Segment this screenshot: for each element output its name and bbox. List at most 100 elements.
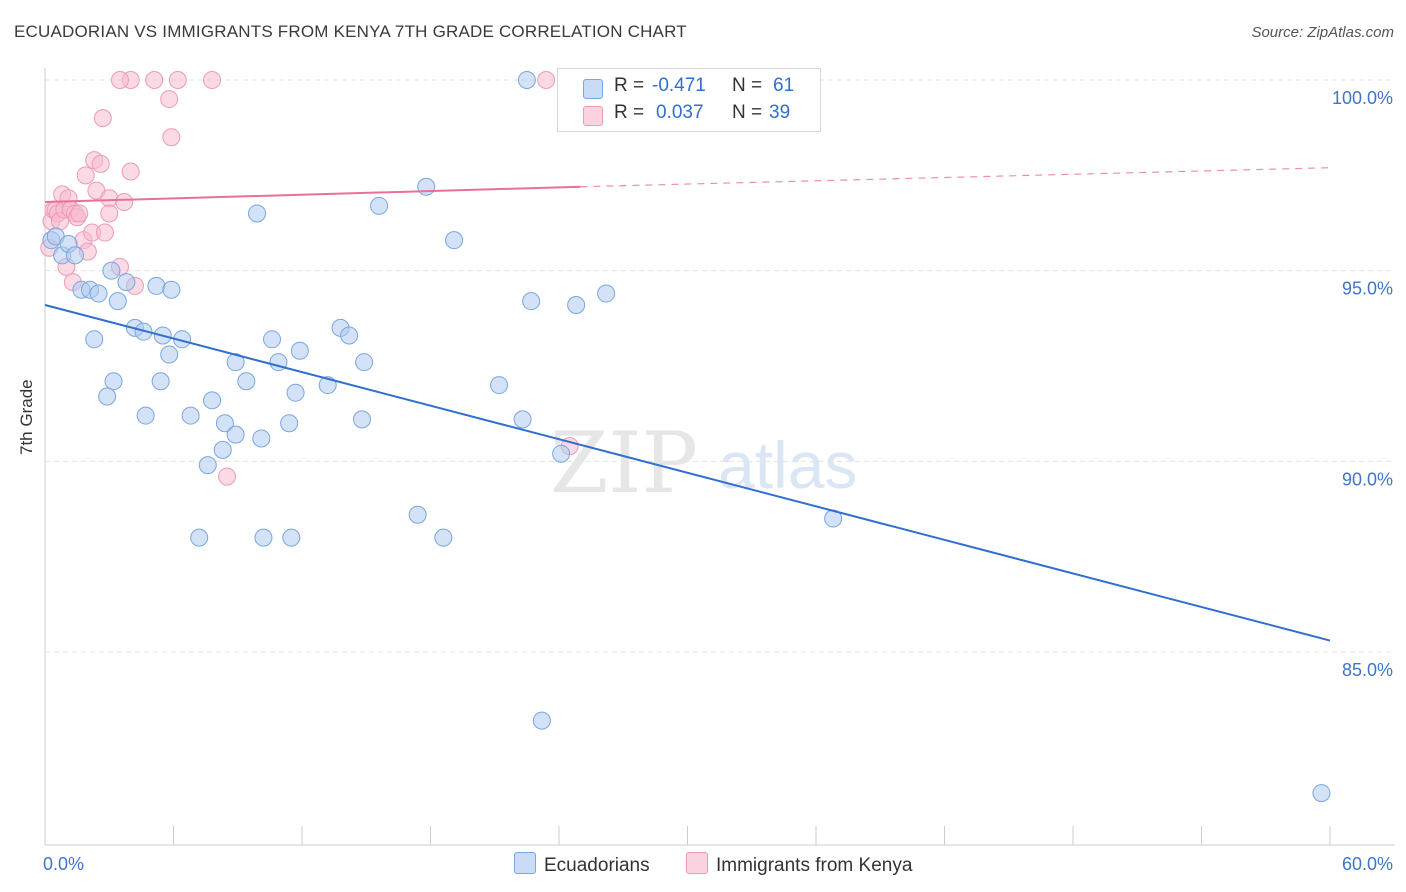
ecuadorian-point xyxy=(108,292,127,311)
ecuadorian-point xyxy=(102,261,121,280)
ecuadorian-point xyxy=(117,273,136,292)
kenya-point xyxy=(100,189,119,208)
ecuadorian-point xyxy=(65,246,84,265)
ecuadorian-point xyxy=(181,406,200,425)
ecuadorian-points xyxy=(42,71,1331,803)
ecuadorian-point xyxy=(513,410,532,429)
ecuadorian-trendline xyxy=(44,304,1331,642)
kenya-point xyxy=(93,109,112,128)
legend-swatch-blue xyxy=(583,79,603,99)
ecuadorian-point xyxy=(254,528,273,547)
ecuadorian-point xyxy=(532,711,551,730)
kenya-point xyxy=(95,223,114,242)
kenya-point xyxy=(537,71,556,89)
legend-label-ecuadorians: Ecuadorians xyxy=(544,855,650,876)
ecuadorian-point xyxy=(98,387,117,406)
kenya-trendline xyxy=(580,167,1331,188)
ecuadorian-point xyxy=(408,505,427,524)
ecuadorian-point xyxy=(213,440,232,459)
ecuadorian-point xyxy=(237,372,256,391)
kenya-point xyxy=(76,166,95,185)
kenya-point xyxy=(145,71,164,89)
ecuadorian-point xyxy=(215,414,234,433)
kenya-point xyxy=(121,162,140,181)
legend-r-value: 0.037 xyxy=(656,102,704,123)
ecuadorian-point xyxy=(85,330,104,349)
legend-swatch-pink xyxy=(686,852,708,874)
legend-r-label: R = xyxy=(614,75,645,96)
ecuadorian-point xyxy=(552,444,571,463)
kenya-point xyxy=(168,71,187,89)
ecuadorian-point xyxy=(160,345,179,364)
kenya-point xyxy=(160,90,179,109)
stats-legend: R = -0.471 N = 61 R = 0.037 N = 39 xyxy=(557,68,821,132)
ecuadorian-point xyxy=(248,204,267,223)
ecuadorian-point xyxy=(370,196,389,215)
watermark-atlas: atlas xyxy=(718,428,857,502)
ecuadorian-point xyxy=(263,330,282,349)
ecuadorian-point xyxy=(597,284,616,303)
grid xyxy=(45,79,1395,653)
kenya-point xyxy=(70,204,89,223)
legend-n-label: N = xyxy=(732,75,763,96)
chart-title: ECUADORIAN VS IMMIGRANTS FROM KENYA 7TH … xyxy=(14,22,687,41)
y-tick-label: 95.0% xyxy=(1342,279,1393,299)
ecuadorian-point xyxy=(434,528,453,547)
y-axis-label: 7th Grade xyxy=(17,379,36,455)
ecuadorian-point xyxy=(151,372,170,391)
ecuadorian-point xyxy=(490,376,509,395)
kenya-point xyxy=(203,71,222,89)
y-tick-label: 85.0% xyxy=(1342,660,1393,680)
ecuadorian-point xyxy=(286,383,305,402)
ecuadorian-point xyxy=(147,276,166,295)
ecuadorian-point xyxy=(567,295,586,314)
watermark-zip: ZIP xyxy=(550,414,698,512)
x-tick-label: 0.0% xyxy=(43,854,84,874)
x-tick-label: 60.0% xyxy=(1342,854,1393,874)
kenya-point xyxy=(91,154,110,173)
legend-kenya: Immigrants from Kenya xyxy=(686,852,912,877)
kenya-point xyxy=(115,193,134,212)
ecuadorian-point xyxy=(198,456,217,475)
kenya-trendline xyxy=(44,185,581,204)
kenya-point xyxy=(162,128,181,147)
y-tick-label: 90.0% xyxy=(1342,469,1393,489)
legend-ecuadorians: Ecuadorians xyxy=(514,852,650,877)
ecuadorian-point xyxy=(417,177,436,196)
ecuadorian-point xyxy=(355,353,374,372)
ecuadorian-point xyxy=(282,528,301,547)
ecuadorian-point xyxy=(203,391,222,410)
legend-n-value: 39 xyxy=(769,102,791,123)
legend-swatch-pink xyxy=(583,106,603,126)
legend-swatch-blue xyxy=(514,852,536,874)
ecuadorian-point xyxy=(190,528,209,547)
ecuadorian-point xyxy=(136,406,155,425)
ecuadorian-point xyxy=(162,280,181,299)
ecuadorian-point xyxy=(352,410,371,429)
ecuadorian-point xyxy=(340,326,359,345)
ecuadorian-point xyxy=(522,292,541,311)
kenya-point xyxy=(218,467,237,486)
source-label: Source: ZipAtlas.com xyxy=(1251,24,1394,41)
watermark: ZIP atlas xyxy=(550,414,857,512)
ecuadorian-point xyxy=(104,372,123,391)
ecuadorian-point xyxy=(517,71,536,89)
ecuadorian-point xyxy=(226,353,245,372)
legend-r-label: R = xyxy=(614,102,645,123)
legend-r-value: -0.471 xyxy=(652,75,706,96)
legend-n-value: 61 xyxy=(773,75,795,96)
legend-n-label: N = xyxy=(732,102,763,123)
ecuadorian-point xyxy=(89,284,108,303)
tick-labels: 85.0% 90.0% 95.0% 100.0% 0.0% 60.0% xyxy=(43,88,1393,874)
ecuadorian-point xyxy=(290,341,309,360)
ecuadorian-point xyxy=(1312,784,1331,803)
kenya-point xyxy=(100,204,119,223)
axes xyxy=(44,68,1395,846)
y-tick-label: 100.0% xyxy=(1332,88,1393,108)
trendlines xyxy=(44,167,1331,642)
kenya-point xyxy=(110,71,129,89)
ecuadorian-point xyxy=(445,231,464,250)
ecuadorian-point xyxy=(280,414,299,433)
legend-label-kenya: Immigrants from Kenya xyxy=(716,855,913,876)
